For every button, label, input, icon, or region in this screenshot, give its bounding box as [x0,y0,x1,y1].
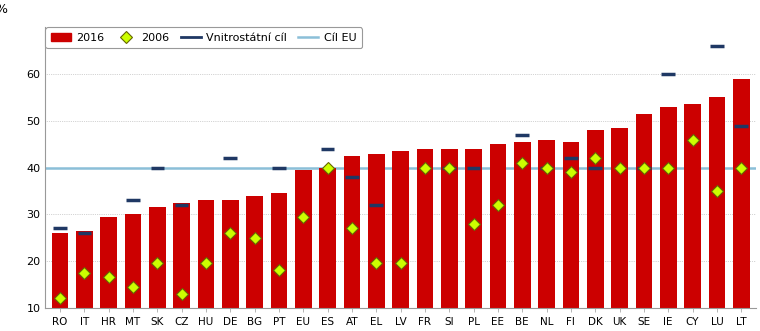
Bar [514,142,530,331]
Bar [125,214,141,331]
Bar [660,107,676,331]
Bar [708,97,725,331]
Bar [76,231,93,331]
Bar [441,149,458,331]
Bar [465,149,482,331]
Bar [392,151,409,331]
Text: %: % [0,3,8,16]
Bar [319,167,336,331]
Bar [538,140,555,331]
Bar [246,196,263,331]
Bar [562,142,579,331]
Bar [52,233,68,331]
Bar [271,193,287,331]
Bar [222,200,239,331]
Bar [173,203,190,331]
Bar [149,207,166,331]
Legend: 2016, 2006, Vnitrostátní cíl, Cíl EU: 2016, 2006, Vnitrostátní cíl, Cíl EU [46,27,362,48]
Bar [198,200,214,331]
Bar [344,156,360,331]
Bar [635,114,652,331]
Bar [684,105,701,331]
Bar [733,79,749,331]
Bar [368,154,385,331]
Bar [416,149,433,331]
Bar [100,217,117,331]
Bar [611,128,628,331]
Bar [295,170,312,331]
Bar [587,130,603,331]
Bar [489,144,506,331]
